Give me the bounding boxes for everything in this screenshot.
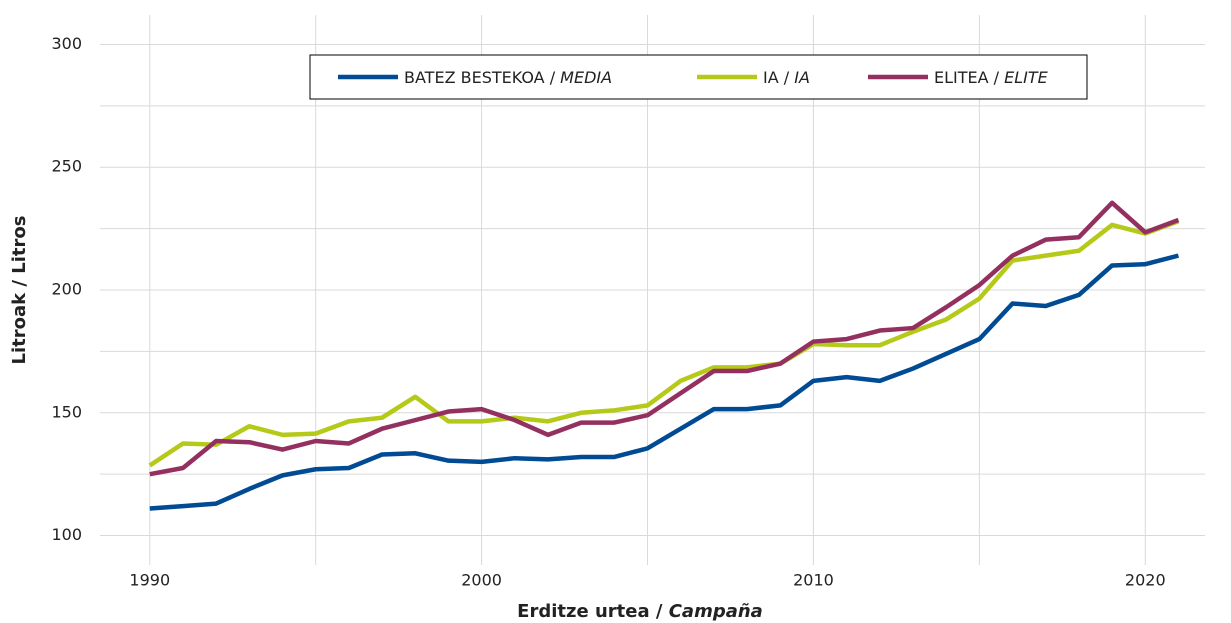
x-axis-title: Erditze urtea / Campaña <box>517 601 763 622</box>
y-tick-label: 100 <box>51 525 82 544</box>
y-tick-label: 300 <box>51 34 82 53</box>
y-tick-label: 150 <box>51 402 82 421</box>
x-tick-label: 1990 <box>129 571 170 590</box>
y-tick-label: 200 <box>51 280 82 299</box>
y-tick-label: 250 <box>51 157 82 176</box>
series-line <box>149 200 1180 477</box>
legend-label: IA / IA <box>763 68 810 87</box>
x-tick-label: 2020 <box>1125 571 1166 590</box>
y-axis-title: Litroak / Litros <box>9 216 30 365</box>
series-line <box>148 219 1180 468</box>
series-line <box>149 253 1180 511</box>
x-tick-label: 2000 <box>461 571 502 590</box>
x-tick-label: 2010 <box>793 571 834 590</box>
legend-label: ELITEA / ELITE <box>934 68 1049 87</box>
lines <box>148 200 1180 511</box>
legend-label: BATEZ BESTEKOA / MEDIA <box>404 68 612 87</box>
legend: BATEZ BESTEKOA / MEDIA IA / IA ELITEA / EL… <box>338 68 1049 87</box>
